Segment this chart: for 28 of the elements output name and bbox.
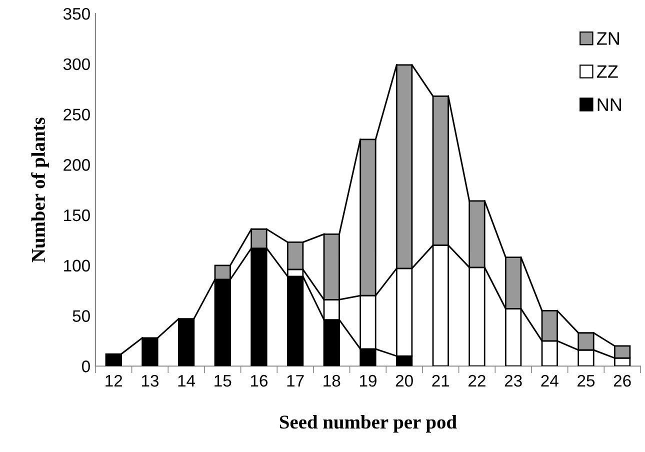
x-tick-label: 14	[178, 375, 196, 387]
legend-label: ZZ	[596, 65, 618, 78]
x-tick-label: 13	[142, 374, 158, 387]
x-tick-label: 22	[468, 374, 486, 387]
y-axis-title: Number of plants	[31, 118, 49, 262]
x-tick-label: 18	[324, 374, 340, 387]
legend-label: ZN	[596, 32, 619, 45]
y-tick-label: 300	[63, 58, 90, 70]
x-tick-label: 15	[214, 375, 232, 387]
x-tick-label: 23	[504, 374, 522, 387]
y-tick-label: 0	[82, 360, 90, 372]
x-tick-label: 19	[360, 374, 376, 387]
y-tick-label: 350	[63, 8, 90, 20]
x-axis-title: Seed number per pod	[280, 414, 457, 433]
x-tick-label: 24	[541, 374, 558, 387]
y-tick-label: 50	[72, 310, 90, 322]
x-tick-label: 26	[614, 374, 631, 387]
legend-label: NN	[598, 98, 621, 111]
x-tick-label: 12	[106, 374, 122, 387]
x-tick-label: 17	[287, 375, 304, 387]
x-tick-label: 21	[432, 374, 450, 387]
y-tick-label: 100	[64, 260, 90, 272]
x-tick-label: 16	[250, 374, 268, 387]
y-tick-label: 250	[64, 108, 90, 120]
x-tick-label: 25	[578, 374, 595, 387]
x-tick-label: 20	[396, 374, 413, 387]
y-tick-label: 200	[64, 159, 90, 171]
y-tick-label: 150	[64, 209, 90, 222]
